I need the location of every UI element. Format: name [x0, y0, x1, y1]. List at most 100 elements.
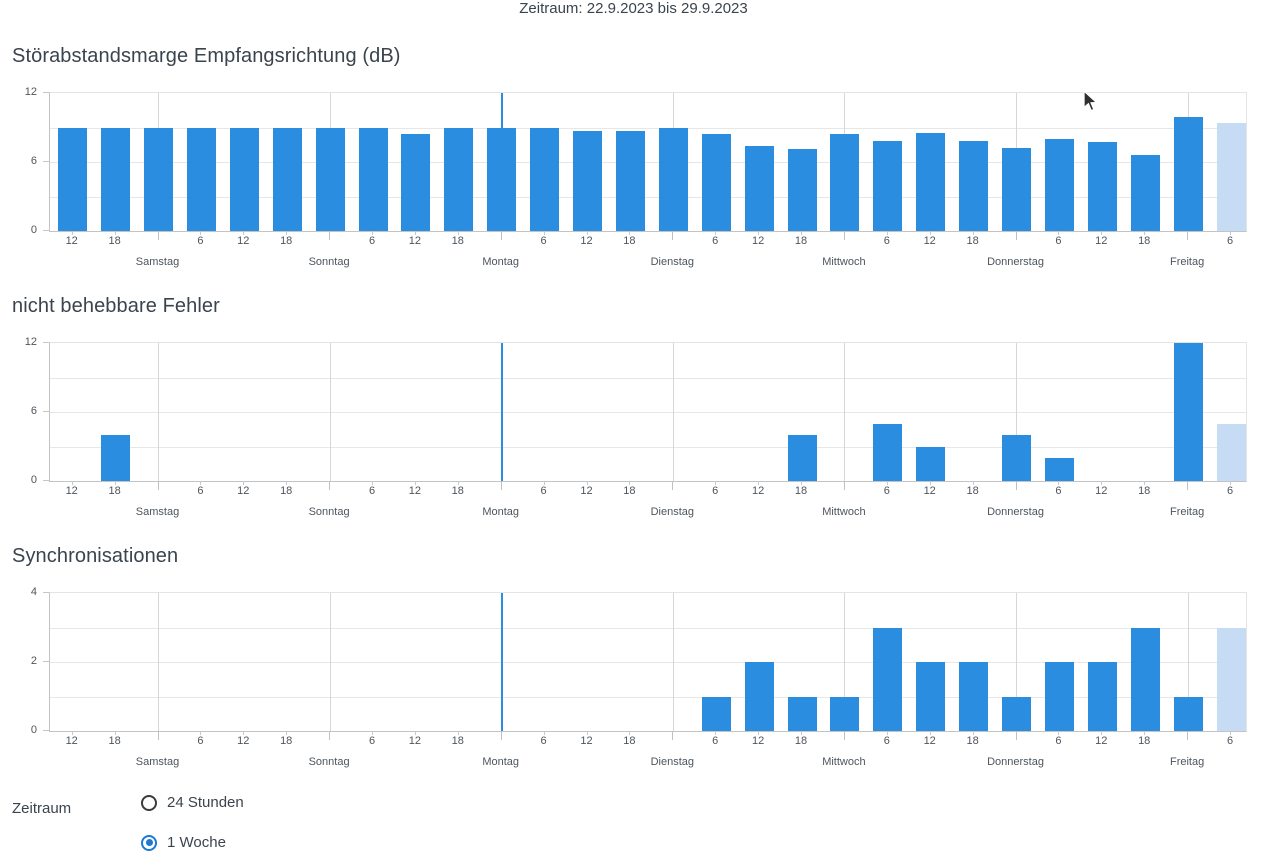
x-axis-tick — [543, 731, 545, 735]
x-axis-tick — [372, 481, 373, 485]
y-axis-label: 12 — [24, 86, 37, 98]
x-axis-tick — [586, 731, 588, 735]
x-axis-hour-label: 12 — [923, 485, 936, 497]
x-axis-tick — [200, 481, 202, 485]
x-axis-day-label: Dienstag — [650, 756, 694, 768]
bar — [916, 133, 946, 231]
x-axis-day-label: Freitag — [1169, 256, 1205, 268]
period-header: Zeitraum: 22.9.2023 bis 29.9.2023 — [519, 0, 748, 17]
x-axis-hour-label: 18 — [108, 485, 121, 497]
bar — [101, 127, 131, 231]
x-axis-day-label: Freitag — [1169, 506, 1205, 518]
x-axis-tick — [715, 481, 717, 485]
bar — [744, 662, 774, 731]
x-axis-hour-label: 12 — [1095, 235, 1108, 247]
chart-section-stoerabstandsmarge: Störabstandsmarge Empfangsrichtung (dB) … — [0, 44, 1267, 284]
y-axis-tick — [43, 161, 49, 162]
bar — [1087, 662, 1117, 731]
x-axis-tick — [929, 731, 931, 735]
x-axis-hour-label: 6 — [1055, 735, 1062, 747]
x-axis-hour-label: 6 — [197, 485, 204, 497]
x-axis-day-tick — [157, 481, 159, 490]
bar — [615, 130, 645, 231]
chart-title-stoerabstandsmarge: Störabstandsmarge Empfangsrichtung (dB) — [12, 45, 401, 67]
gridline-horizontal — [50, 162, 1246, 163]
chart-title-nicht-behebbare-fehler: nicht behebbare Fehler — [12, 295, 220, 317]
gridline-day-boundary — [672, 343, 674, 481]
x-axis-day-tick — [1187, 731, 1189, 740]
x-axis-tick — [629, 481, 631, 485]
x-axis-tick — [801, 231, 802, 235]
x-axis-tick — [886, 231, 888, 235]
x-axis-tick — [286, 731, 288, 735]
bar — [573, 130, 602, 231]
x-axis-hour-label: 12 — [580, 235, 593, 247]
x-axis-day-tick — [672, 231, 674, 240]
x-axis-tick — [715, 231, 717, 235]
bar — [1044, 662, 1074, 731]
x-axis-hour-label: 18 — [966, 235, 979, 247]
y-axis-label: 0 — [30, 724, 37, 736]
x-axis-hour-label: 12 — [408, 235, 422, 247]
x-axis-hour-label: 12 — [1095, 485, 1108, 497]
x-axis-hour-label: 12 — [751, 235, 765, 247]
x-axis-tick — [414, 231, 416, 235]
x-axis-tick — [71, 731, 73, 735]
x-axis-day-label: Samstag — [135, 256, 180, 268]
y-axis-label: 2 — [30, 655, 37, 667]
bar — [1044, 458, 1074, 481]
y-axis-tick — [43, 661, 49, 662]
radio-option-1-woche[interactable]: 1 Woche — [141, 834, 226, 851]
x-axis-day-tick — [500, 231, 502, 240]
x-axis-tick — [972, 481, 974, 485]
x-axis-hour-label: 18 — [794, 735, 808, 747]
gridline-horizontal — [50, 446, 1246, 448]
x-axis-day-tick — [157, 731, 159, 740]
resync-marker-line — [500, 343, 503, 481]
x-axis-tick — [715, 731, 717, 735]
x-axis-tick — [71, 481, 73, 485]
x-axis-tick — [1058, 731, 1060, 735]
x-axis-tick — [457, 481, 459, 485]
x-axis-day-label: Mittwoch — [822, 506, 866, 518]
x-axis-day-tick — [329, 481, 331, 490]
x-axis-hour-label: 12 — [65, 735, 78, 747]
x-axis-day-label: Freitag — [1169, 756, 1205, 768]
y-axis-label: 6 — [30, 405, 37, 417]
x-axis-day-tick — [843, 731, 845, 740]
bar — [701, 696, 731, 731]
x-axis-day-label: Montag — [482, 756, 520, 768]
bar — [873, 627, 903, 731]
x-axis-tick — [1144, 481, 1146, 485]
x-axis-hour-label: 6 — [368, 235, 376, 247]
x-axis-hour-label: 6 — [883, 235, 890, 247]
radio-unchecked-icon[interactable] — [141, 794, 157, 811]
x-axis-hour-label: 18 — [451, 235, 464, 247]
x-axis-tick — [543, 481, 545, 485]
x-axis-hour-label: 12 — [408, 485, 422, 497]
x-axis-hour-label: 18 — [794, 235, 808, 247]
x-axis-hour-label: 18 — [966, 735, 979, 747]
x-axis-hour-label: 12 — [65, 485, 78, 497]
x-axis-hour-label: 18 — [966, 485, 979, 497]
bar — [186, 127, 216, 231]
x-axis-day-tick — [500, 731, 502, 740]
x-axis-day-tick — [843, 231, 845, 240]
radio-option-24-stunden[interactable]: 24 Stunden — [141, 794, 244, 811]
y-axis-tick — [43, 592, 49, 593]
radio-checked-icon[interactable] — [141, 834, 157, 851]
bar — [1173, 343, 1203, 481]
x-axis-hour-label: 12 — [237, 735, 250, 747]
x-axis-hour-label: 12 — [65, 235, 78, 247]
x-axis-tick — [972, 231, 974, 235]
x-axis-tick — [886, 731, 888, 735]
x-axis-tick — [1144, 731, 1146, 735]
bar — [830, 134, 860, 231]
x-axis-hour-label: 18 — [1138, 235, 1151, 247]
gridline-day-boundary — [1016, 343, 1017, 481]
x-axis-hour-label: 6 — [1226, 735, 1234, 747]
bar — [744, 145, 774, 231]
gridline-day-boundary — [1016, 593, 1017, 731]
x-axis-hour-label: 6 — [712, 235, 719, 247]
x-axis-hour-label: 12 — [408, 735, 422, 747]
